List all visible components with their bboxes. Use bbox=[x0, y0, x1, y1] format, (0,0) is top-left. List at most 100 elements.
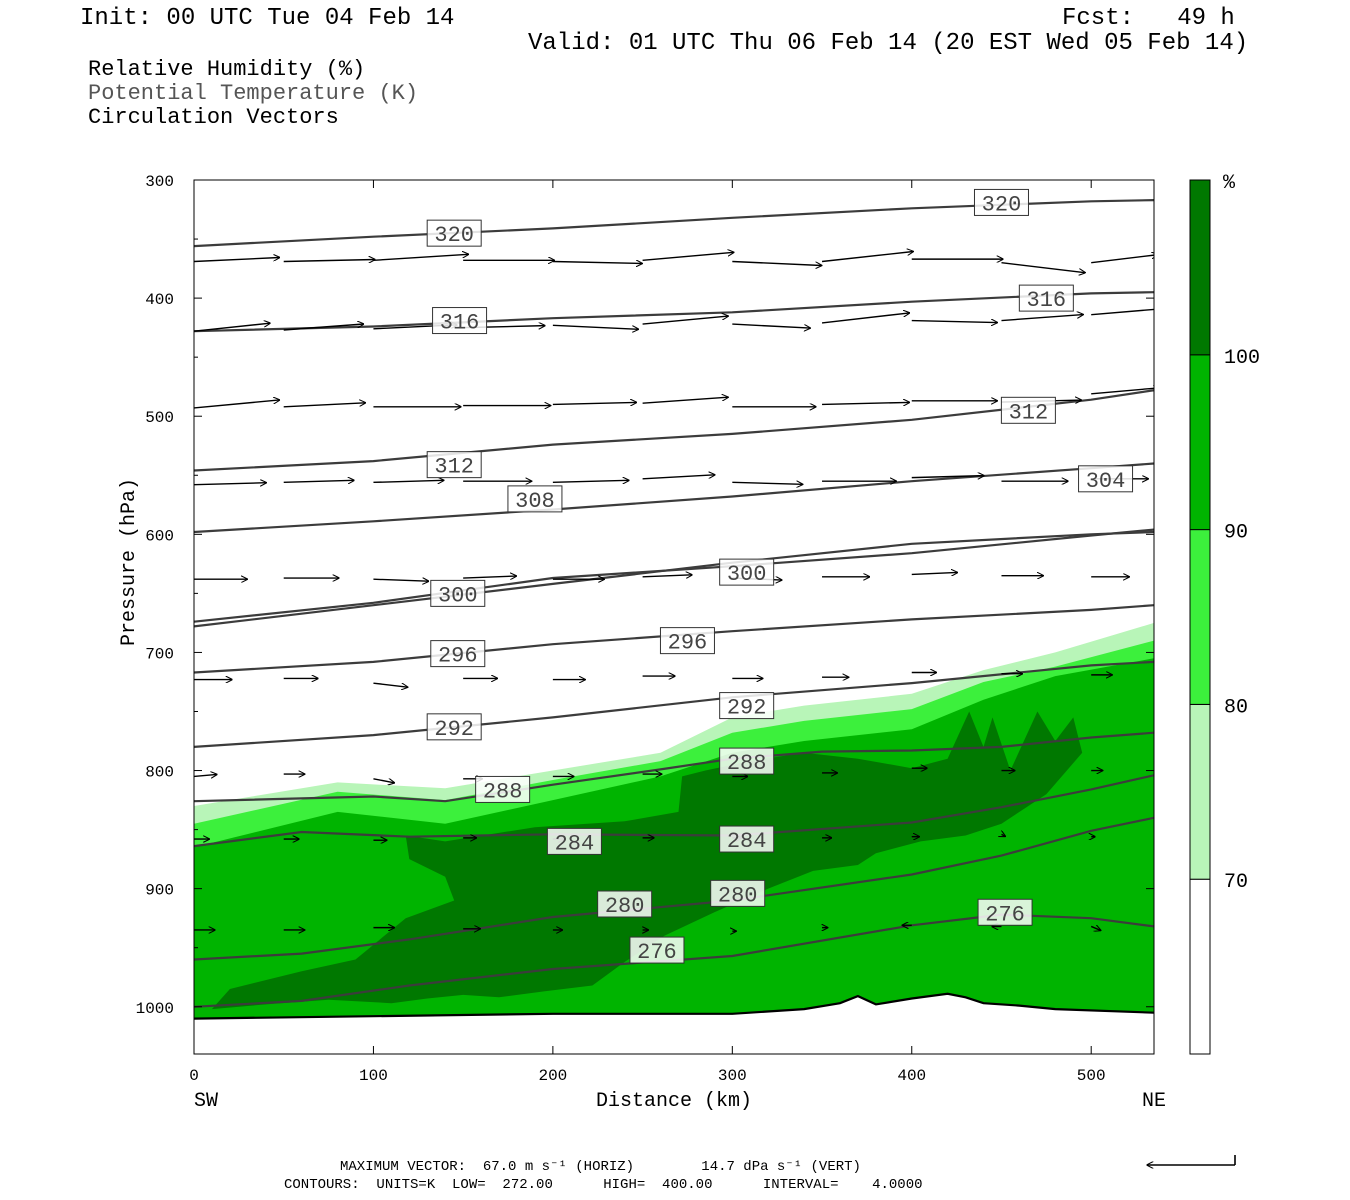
circulation-vector bbox=[821, 251, 913, 263]
rh-region-100 bbox=[211, 711, 1083, 1010]
circulation-vector bbox=[373, 480, 443, 482]
max-vector-note: MAXIMUM VECTOR: 67.0 m s⁻¹ (HORIZ) 14.7 … bbox=[340, 1159, 861, 1175]
circulation-vector bbox=[911, 321, 998, 323]
y-tick-label: 700 bbox=[145, 645, 174, 663]
theta-contour-316 bbox=[194, 291, 1154, 333]
circulation-vector bbox=[821, 313, 909, 324]
colorbar-segment bbox=[1189, 179, 1211, 356]
contour-label: 280 bbox=[597, 890, 653, 919]
svg-text:316: 316 bbox=[1027, 288, 1067, 313]
contour-label: 280 bbox=[710, 879, 766, 908]
svg-text:320: 320 bbox=[434, 223, 474, 248]
contour-label: 300 bbox=[719, 558, 775, 587]
contour-info: CONTOURS: UNITS=K LOW= 272.00 HIGH= 400.… bbox=[284, 1177, 923, 1193]
contour-label: 308 bbox=[507, 485, 563, 514]
y-tick-label: 900 bbox=[145, 882, 174, 900]
x-tick-label: 500 bbox=[1077, 1067, 1106, 1085]
colorbar-label: 100 bbox=[1224, 347, 1260, 370]
circulation-vector bbox=[642, 575, 692, 577]
contour-label: 312 bbox=[426, 451, 482, 480]
contour-label: 320 bbox=[426, 219, 482, 248]
x-end-label-sw: SW bbox=[194, 1090, 218, 1113]
circulation-vector bbox=[552, 261, 642, 263]
x-tick-label: 100 bbox=[359, 1067, 388, 1085]
circulation-vector bbox=[552, 480, 629, 482]
circulation-vector bbox=[463, 576, 516, 578]
forecast-hour: Fcst: 49 h bbox=[1062, 5, 1235, 32]
theta-contour-312 bbox=[194, 389, 1154, 472]
circulation-vector bbox=[642, 475, 715, 480]
init-time: Init: 00 UTC Tue 04 Feb 14 bbox=[80, 5, 455, 32]
humidity-fill-layer bbox=[194, 622, 1154, 1054]
circulation-vector bbox=[1091, 308, 1154, 316]
circulation-vector bbox=[642, 397, 729, 404]
contour-label: 292 bbox=[426, 713, 482, 742]
colorbar: 70 80 90 100% bbox=[1189, 172, 1260, 1055]
contour-label: 276 bbox=[629, 936, 685, 965]
svg-text:296: 296 bbox=[438, 644, 478, 669]
circulation-vector bbox=[283, 403, 366, 408]
theta-contour-276 bbox=[194, 913, 1154, 1008]
y-tick-label: 600 bbox=[145, 527, 174, 545]
legend-relative-humidity: Relative Humidity (%) bbox=[88, 57, 366, 82]
plot-frame bbox=[193, 179, 1155, 1055]
circulation-vector bbox=[373, 682, 407, 687]
theta-contour-296 bbox=[194, 604, 1154, 674]
reference-vector bbox=[1147, 1155, 1236, 1165]
theta-contour-304 bbox=[194, 530, 1154, 628]
circulation-vector bbox=[373, 254, 468, 262]
contour-label: 304 bbox=[1078, 465, 1134, 494]
below-ground-area bbox=[194, 993, 1154, 1054]
legend-circulation-vectors: Circulation Vectors bbox=[88, 105, 339, 130]
circulation-vector bbox=[822, 402, 909, 404]
svg-text:280: 280 bbox=[605, 894, 645, 919]
circulation-vector bbox=[194, 400, 280, 409]
x-end-label-ne: NE bbox=[1142, 1090, 1166, 1113]
contour-label: 316 bbox=[1018, 284, 1074, 313]
valid-time: Valid: 01 UTC Thu 06 Feb 14 (20 EST Wed … bbox=[528, 30, 1249, 57]
x-tick-label: 200 bbox=[538, 1067, 567, 1085]
circulation-vector bbox=[642, 252, 734, 262]
circulation-vector bbox=[283, 480, 354, 482]
contour-label: 292 bbox=[719, 692, 775, 721]
svg-text:276: 276 bbox=[985, 902, 1025, 927]
axis-layer: 300 400 500 600 700 800 900 1000 0 100 200 300 400 50… bbox=[118, 173, 1166, 1113]
theta-contour-320 bbox=[194, 199, 1154, 248]
svg-text:288: 288 bbox=[727, 751, 767, 776]
y-tick-label: 1000 bbox=[136, 1000, 174, 1018]
svg-text:304: 304 bbox=[1086, 469, 1126, 494]
circulation-vector bbox=[1001, 315, 1083, 322]
contour-label: 288 bbox=[719, 747, 775, 776]
circulation-vector bbox=[1001, 261, 1085, 273]
colorbar-label: 90 bbox=[1224, 522, 1248, 545]
circulation-vector bbox=[732, 482, 802, 484]
contour-label: 284 bbox=[719, 825, 775, 854]
circulation-vector bbox=[194, 257, 280, 263]
circulation-vector bbox=[283, 259, 375, 261]
circulation-vector bbox=[1090, 926, 1101, 930]
svg-text:284: 284 bbox=[555, 831, 595, 856]
circulation-vector bbox=[194, 323, 270, 332]
legend-potential-temperature: Potential Temperature (K) bbox=[88, 81, 419, 106]
x-tick-label: 0 bbox=[189, 1067, 199, 1085]
colorbar-segment bbox=[1189, 354, 1211, 531]
contour-label: 312 bbox=[1000, 396, 1056, 425]
y-tick-label: 500 bbox=[145, 409, 174, 427]
contour-label: 296 bbox=[659, 627, 715, 656]
svg-text:288: 288 bbox=[483, 779, 523, 804]
svg-text:300: 300 bbox=[727, 562, 767, 587]
svg-text:312: 312 bbox=[434, 455, 474, 480]
colorbar-segment bbox=[1189, 529, 1211, 705]
y-tick-label: 800 bbox=[145, 764, 174, 782]
contour-label: 300 bbox=[430, 579, 486, 608]
svg-text:280: 280 bbox=[718, 883, 758, 908]
circulation-vector bbox=[373, 778, 394, 783]
colorbar-unit: % bbox=[1223, 172, 1236, 195]
contour-label-layer: 320 320 316 316 312 312 308 304 300 300 296 296 292 2… bbox=[426, 188, 1134, 965]
svg-text:312: 312 bbox=[1009, 400, 1049, 425]
contour-label: 288 bbox=[475, 775, 531, 804]
colorbar-label: 80 bbox=[1224, 696, 1248, 719]
surface-line bbox=[194, 992, 1154, 1020]
colorbar-segment bbox=[1189, 878, 1211, 1055]
x-axis-title: Distance (km) bbox=[596, 1090, 752, 1113]
